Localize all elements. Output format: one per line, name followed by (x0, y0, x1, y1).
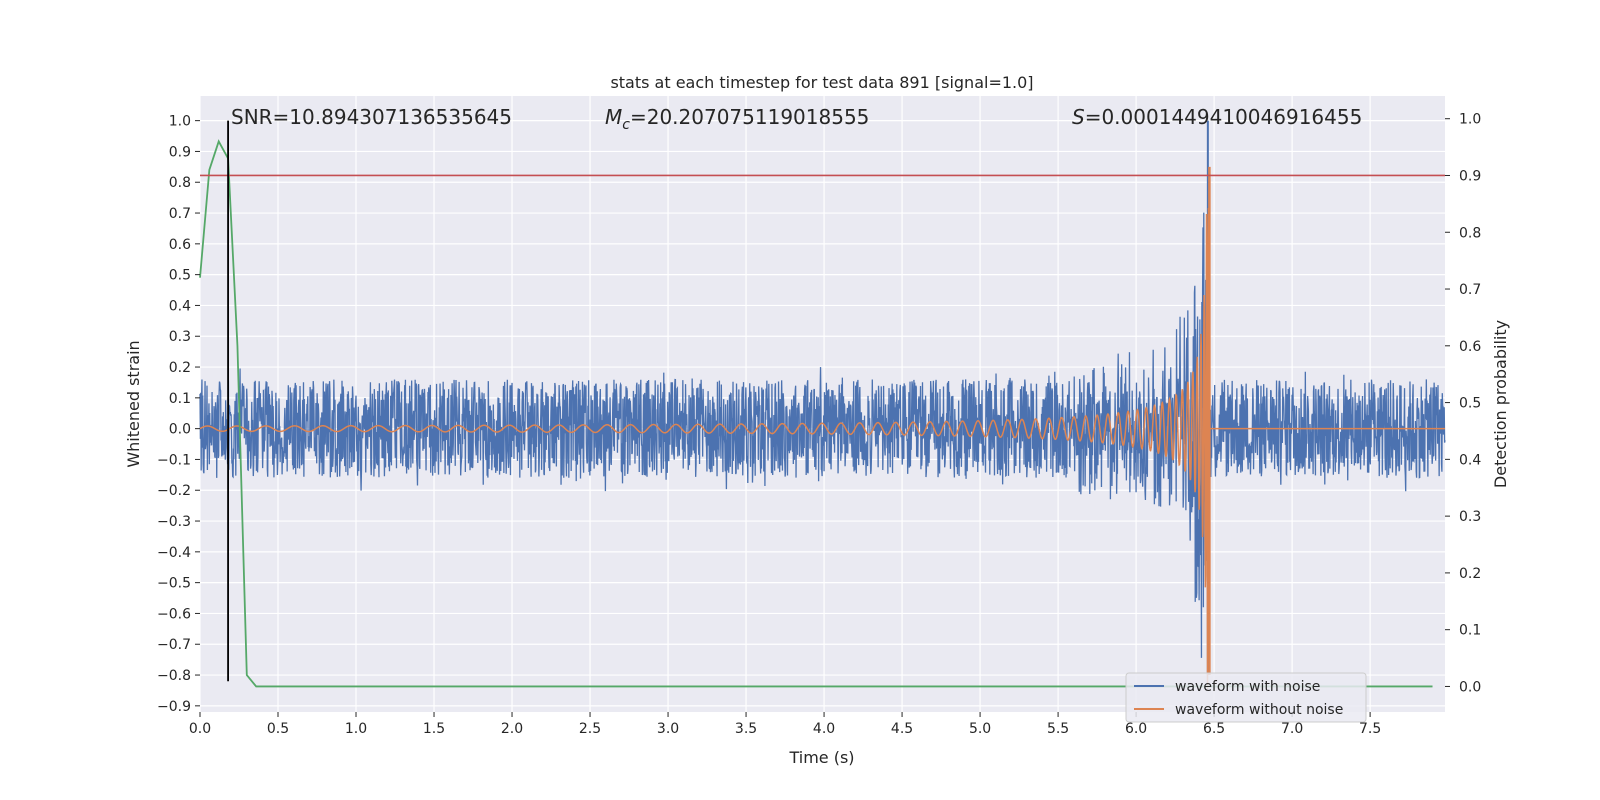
x-tick-label: 2.0 (501, 721, 523, 737)
y-tick-label: −0.8 (157, 668, 191, 684)
y2-tick-label: 0.9 (1459, 168, 1481, 184)
overlays (200, 120, 1445, 682)
y-tick-label: −0.2 (157, 483, 191, 499)
y2-tick-label: 0.8 (1459, 225, 1481, 241)
probability-line (199, 139, 1433, 688)
ticks: 0.0 0.5 1.0 1.5 2.0 2.5 3.0 3.5 4.0 4.5 5.0 5.5 6.0 6… (157, 112, 1481, 737)
y-tick-label: 0.1 (169, 391, 191, 407)
y2-tick-label: 0.0 (1459, 679, 1481, 695)
y-tick-label: −0.6 (157, 606, 191, 622)
y2-tick-label: 0.6 (1459, 339, 1481, 355)
x-tick-label: 3.0 (657, 721, 679, 737)
x-tick-label: 4.5 (891, 721, 913, 737)
y-tick-label: 0.0 (169, 422, 191, 438)
x-tick-label: 3.5 (735, 721, 757, 737)
y-tick-label: −0.1 (157, 452, 191, 468)
y-tick-label: 0.2 (169, 360, 191, 376)
x-axis-label: Time (s) (788, 748, 854, 767)
y-tick-label: 0.9 (169, 144, 191, 160)
y-tick-label: 0.7 (169, 206, 191, 222)
annotation-s: S=0.00014494100469164​55 (1072, 105, 1362, 129)
x-tick-label: 5.5 (1047, 721, 1069, 737)
x-tick-label: 5.0 (969, 721, 991, 737)
y2-tick-label: 0.3 (1459, 509, 1481, 525)
annotation-snr: SNR=10.894307136535645 (231, 105, 512, 129)
y2-tick-label: 0.5 (1459, 396, 1481, 412)
series-waveform-without-noise (199, 166, 1445, 689)
clean-line (199, 207, 1445, 689)
x-tick-label: 6.0 (1125, 721, 1147, 737)
y-tick-label: 0.8 (169, 175, 191, 191)
x-tick-label: 2.5 (579, 721, 601, 737)
x-tick-label: 0.0 (189, 721, 211, 737)
x-tick-label: 1.5 (423, 721, 445, 737)
y2-axis-label: Detection probability (1491, 320, 1510, 488)
y-tick-label: −0.7 (157, 637, 191, 653)
annotation-mc: Mc=20.207075119018555 (605, 105, 869, 133)
y-tick-label: −0.9 (157, 699, 191, 715)
y-tick-label: 0.4 (169, 298, 191, 314)
y2-tick-label: 0.4 (1459, 452, 1481, 468)
y-tick-label: 0.5 (169, 268, 191, 284)
y2-tick-label: 0.1 (1459, 623, 1481, 639)
legend-label-clean: waveform without noise (1175, 702, 1343, 718)
y-tick-label: 0.3 (169, 329, 191, 345)
y2-tick-label: 0.7 (1459, 282, 1481, 298)
annotation-mc-value: =20.207075119018555 (630, 105, 869, 129)
annotation-s-symbol: S (1072, 105, 1085, 129)
legend: waveform with noise waveform without noi… (1125, 672, 1367, 723)
annotation-s-value: =0.00014494100469164​55 (1085, 105, 1363, 129)
chart-title: stats at each timestep for test data 891… (610, 73, 1033, 92)
y-tick-label: 1.0 (169, 114, 191, 130)
legend-label-noise: waveform with noise (1175, 679, 1320, 695)
x-tick-label: 4.0 (813, 721, 835, 737)
x-tick-label: 7.0 (1281, 721, 1303, 737)
y-tick-label: 0.6 (169, 237, 191, 253)
y2-tick-label: 1.0 (1459, 112, 1481, 128)
y-tick-label: −0.4 (157, 545, 191, 561)
x-tick-label: 7.5 (1359, 721, 1381, 737)
y-axis-label: Whitened strain (124, 340, 143, 467)
y2-tick-label: 0.2 (1459, 566, 1481, 582)
annotation-mc-sub: c (622, 117, 630, 133)
noise-line (199, 212, 1446, 658)
y-tick-label: −0.3 (157, 514, 191, 530)
x-tick-label: 1.0 (345, 721, 367, 737)
y-tick-label: −0.5 (157, 576, 191, 592)
series-detection-probability (199, 139, 1433, 688)
legend-box (1125, 672, 1367, 723)
x-tick-label: 6.5 (1203, 721, 1225, 737)
x-tick-label: 0.5 (267, 721, 289, 737)
annotation-mc-symbol: M (605, 105, 622, 129)
